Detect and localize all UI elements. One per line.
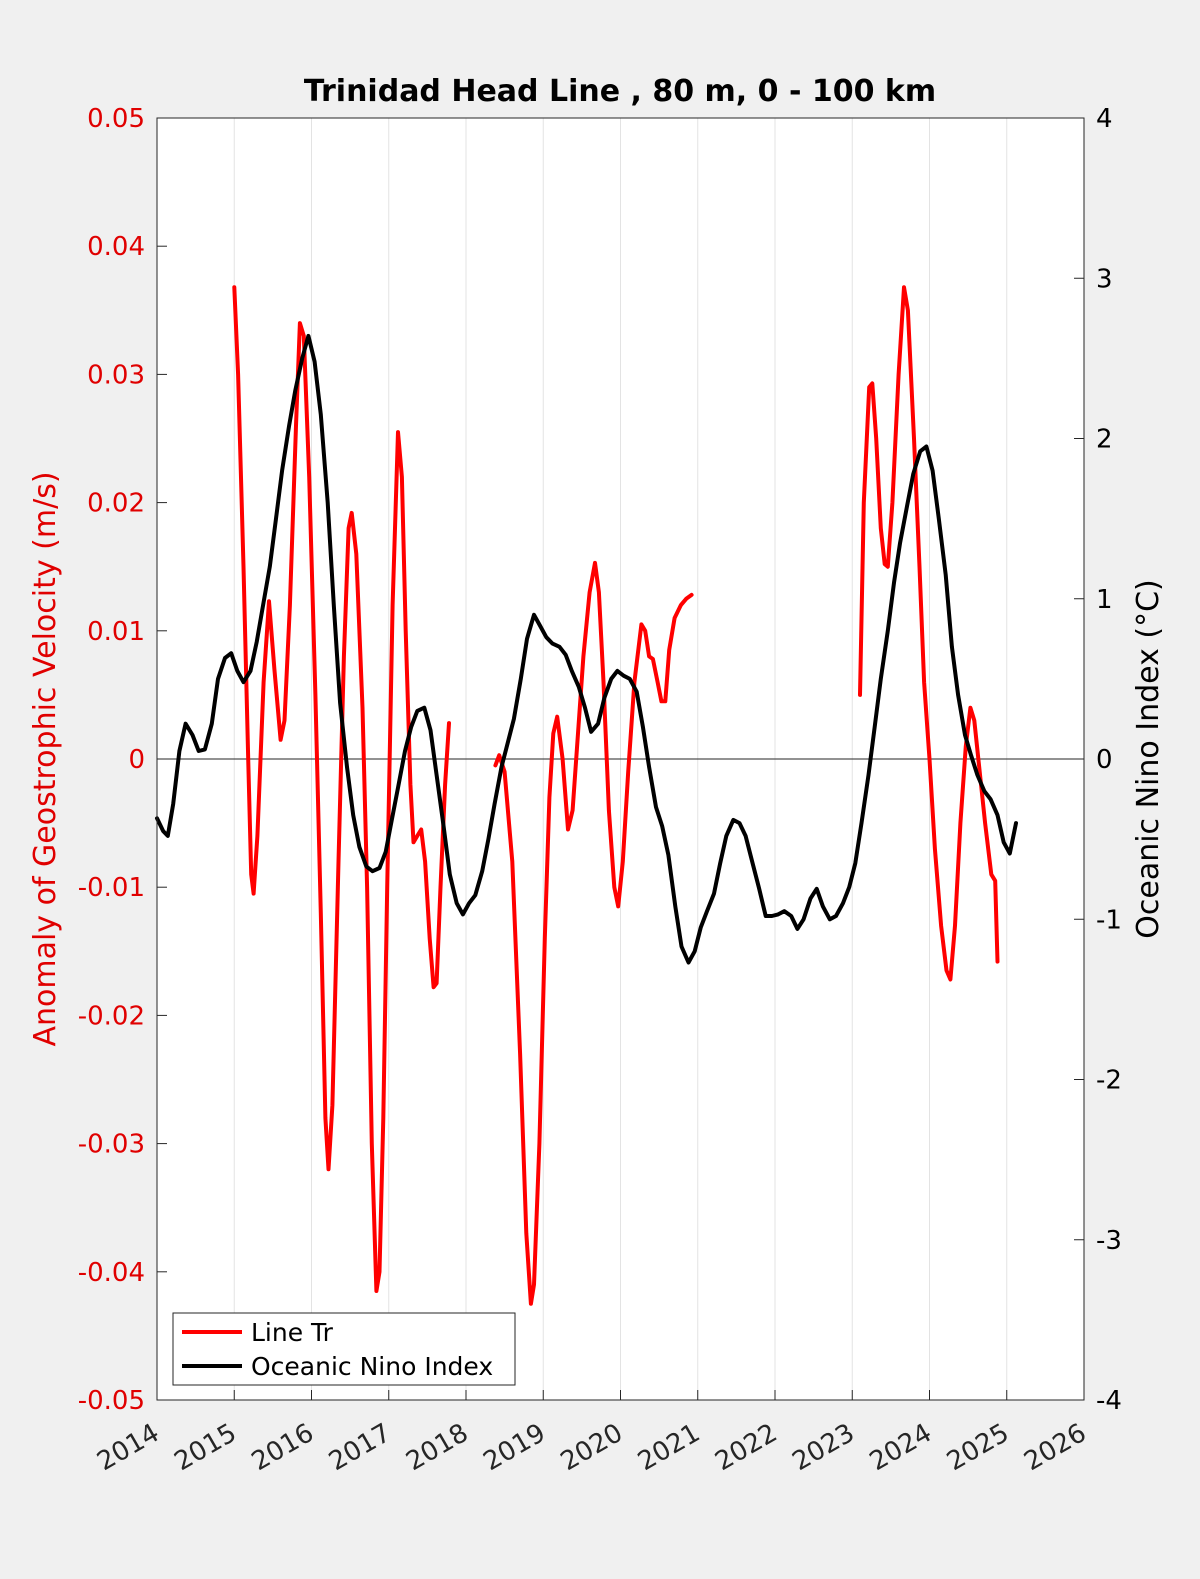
x-axis: 2014 2015 2016 2017 2018 2019 2020 2021 2022 2023… <box>92 1390 1092 1477</box>
chart-title: Trinidad Head Line , 80 m, 0 - 100 km <box>304 74 936 109</box>
left-axis: -0.05 -0.04 -0.03 -0.02 -0.01 0 0.01 0.02 0.03 0.… <box>78 104 167 1416</box>
right-tick-label: 2 <box>1096 425 1113 455</box>
series-0-line-segment-1 <box>493 560 694 1306</box>
left-tick-label: -0.05 <box>78 1386 145 1416</box>
left-tick-label: -0.04 <box>78 1258 145 1288</box>
left-tick-label: -0.02 <box>78 1001 145 1031</box>
x-tick-label: 2016 <box>247 1418 319 1477</box>
left-tick-label: 0.04 <box>87 232 145 262</box>
right-tick-label: -4 <box>1096 1386 1122 1416</box>
left-tick-label: -0.03 <box>78 1130 145 1160</box>
right-axis: -4 -3 -2 -1 0 1 2 3 4 <box>1074 104 1122 1416</box>
right-tick-label: -1 <box>1096 905 1122 935</box>
right-tick-label: 4 <box>1096 104 1113 134</box>
left-tick-label: 0.02 <box>87 489 145 519</box>
legend: Line Tr Oceanic Nino Index <box>172 1312 516 1386</box>
y-axis-label-left: Anomaly of Geostrophic Velocity (m/s) <box>28 471 63 1046</box>
series-0-line-segment-2 <box>858 285 1000 982</box>
legend-label-line-tr: Line Tr <box>251 1318 334 1347</box>
x-tick-label: 2014 <box>92 1418 164 1477</box>
x-tick-label: 2015 <box>169 1418 241 1477</box>
x-tick-label: 2025 <box>942 1418 1014 1477</box>
right-tick-label: 3 <box>1096 264 1113 294</box>
x-tick-label: 2022 <box>710 1418 782 1477</box>
y-axis-label-right: Oceanic Nino Index (°C) <box>1131 579 1166 939</box>
right-tick-label: 1 <box>1096 585 1113 615</box>
x-tick-label: 2017 <box>324 1418 396 1477</box>
x-tick-label: 2021 <box>633 1418 705 1477</box>
x-tick-label: 2026 <box>1019 1418 1091 1477</box>
left-tick-label: -0.01 <box>78 873 145 903</box>
right-tick-label: 0 <box>1096 745 1113 775</box>
x-tick-label: 2018 <box>401 1418 473 1477</box>
right-tick-label: -3 <box>1096 1226 1122 1256</box>
series-0-line-segment-0 <box>232 285 451 1293</box>
x-tick-label: 2023 <box>787 1418 859 1477</box>
x-tick-label: 2020 <box>556 1418 628 1477</box>
x-tick-label: 2024 <box>865 1418 937 1477</box>
legend-box <box>172 1312 516 1386</box>
series-1-line-segment-0 <box>155 333 1018 965</box>
x-tick-label: 2019 <box>478 1418 550 1477</box>
right-tick-label: -2 <box>1096 1066 1122 1096</box>
legend-label-oni: Oceanic Nino Index <box>251 1352 493 1381</box>
left-tick-label: 0.03 <box>87 360 145 390</box>
series-layer <box>155 285 1018 1306</box>
left-tick-label: 0.05 <box>87 104 145 134</box>
left-tick-label: 0 <box>128 745 145 775</box>
left-tick-label: 0.01 <box>87 617 145 647</box>
